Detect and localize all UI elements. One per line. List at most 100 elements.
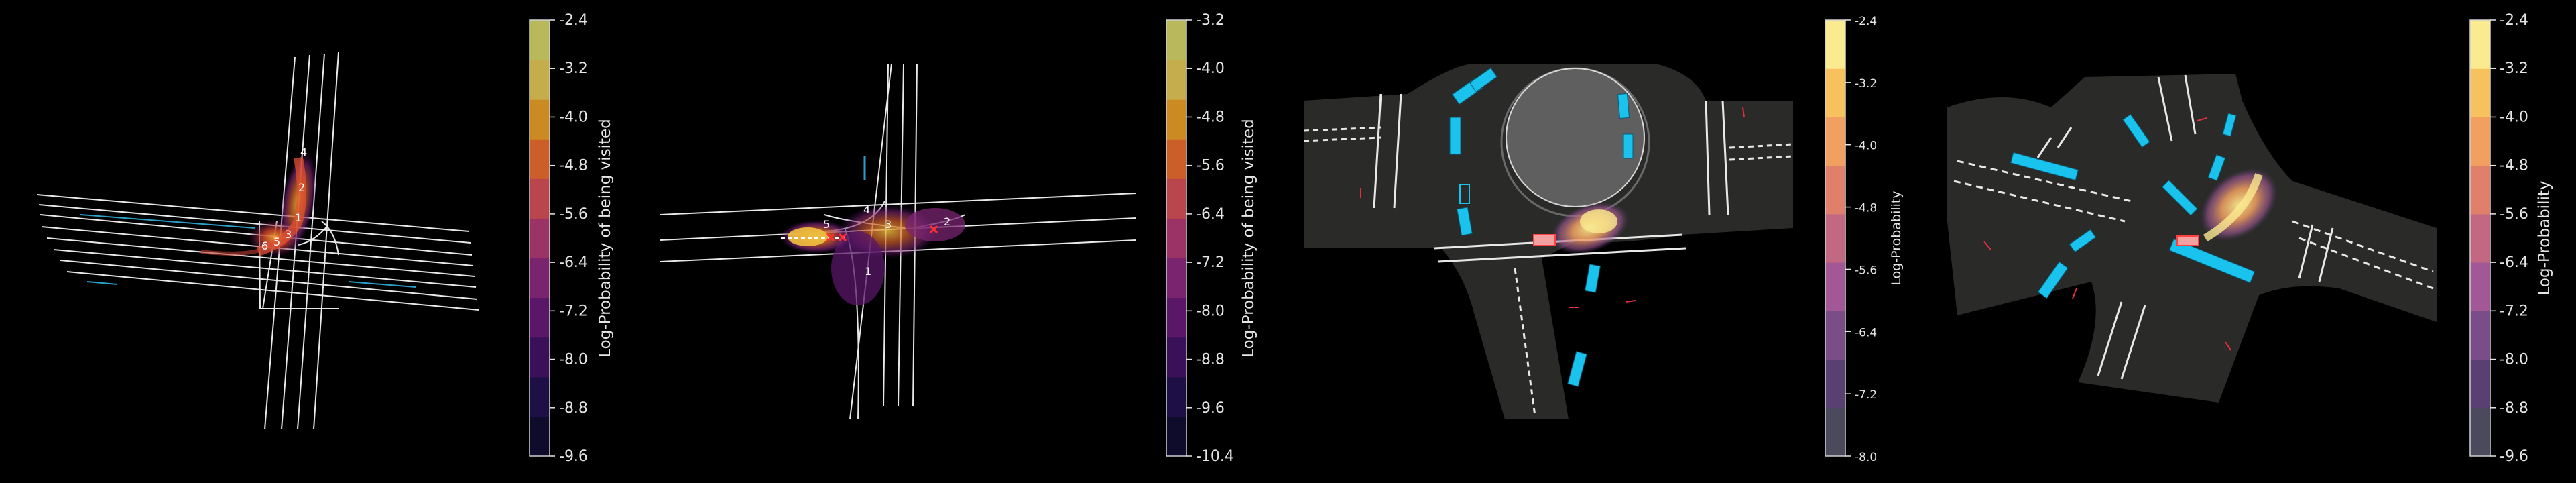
panel-1-lane-highlights (80, 214, 416, 288)
colorbar-band (2470, 165, 2490, 215)
colorbar-tick-label: -2.4 (2500, 12, 2528, 29)
colorbar-tick-label: -8.8 (2500, 400, 2528, 417)
colorbar-band (530, 139, 550, 179)
colorbar-tick-label: -4.0 (1196, 60, 1225, 77)
panel-3-heatmap (1533, 202, 1629, 254)
panel-3-red-markers (1360, 107, 1745, 308)
colorbar-tick-label: -9.6 (1196, 400, 1225, 417)
colorbar-tick-label: -6.4 (1855, 326, 1877, 339)
colorbar-tick-label: -4.8 (1196, 109, 1225, 125)
colorbar-band (2470, 359, 2490, 409)
colorbar-frame (2469, 19, 2491, 457)
colorbar-band (1825, 407, 1845, 457)
colorbar-tick-label: -9.6 (559, 448, 588, 465)
colorbar-tick-label: -7.2 (1855, 388, 1877, 402)
waypoint-label: 3 (885, 218, 892, 231)
colorbar-label: Log-Probability of being visited (1240, 119, 1258, 358)
colorbar-band (2470, 407, 2490, 457)
colorbar-tick-label: -4.0 (559, 109, 588, 125)
colorbar-tick-label: -7.2 (1196, 254, 1225, 271)
panel-4-map (1947, 74, 2437, 402)
colorbar-tick-label: -3.2 (1855, 77, 1877, 91)
colorbar-band (530, 99, 550, 140)
colorbar-tick-label: -6.4 (559, 254, 588, 271)
panel-4-colorbar: -2.4 -3.2 -4.0 -4.8 -5.6 -6.4 -7.2 -8.0 -8.8 -9.6… (2469, 12, 2553, 465)
colorbar-band (530, 60, 550, 100)
colorbar-tick-label: -5.6 (559, 206, 588, 223)
colorbar-band (1825, 117, 1845, 166)
colorbar-band (1166, 99, 1186, 140)
colorbar-band (530, 20, 550, 60)
colorbar-band (1825, 262, 1845, 311)
colorbar-frame (1166, 19, 1187, 457)
panel-4-agents (2010, 113, 2256, 299)
waypoint-label: 4 (863, 203, 870, 216)
colorbar-tick-label: -4.0 (1855, 140, 1877, 153)
panel-2-waypoints: 5 4 3 2 1 (823, 203, 950, 278)
panel-3-agents (1449, 67, 1634, 387)
colorbar-band (530, 376, 550, 417)
panel-2-map: 5 4 3 2 1 (660, 63, 1137, 420)
colorbar-tick-label: -8.0 (559, 352, 588, 368)
waypoint-label: 5 (273, 235, 280, 248)
colorbar-tick-label: -8.8 (1196, 352, 1225, 368)
colorbar-frame (529, 19, 550, 457)
colorbar-band (2470, 262, 2490, 311)
panel-1-heatmap (200, 152, 317, 257)
colorbar-band (1166, 297, 1186, 338)
colorbar-band (1825, 311, 1845, 360)
colorbar-tick-label: -4.8 (1855, 202, 1877, 215)
colorbar-band (2470, 20, 2490, 69)
colorbar-band (530, 218, 550, 259)
colorbar-tick-label: -6.4 (1196, 206, 1225, 223)
colorbar-band (2470, 117, 2490, 166)
ego-vehicle (1533, 234, 1556, 246)
colorbar-band (1825, 20, 1845, 69)
panel-1-lanes (36, 52, 479, 430)
colorbar-band (1166, 139, 1186, 179)
colorbar-tick-label: -8.0 (1855, 451, 1877, 464)
colorbar-tick-label: -7.2 (559, 303, 588, 319)
colorbar-tick-label: -8.0 (1196, 303, 1225, 319)
colorbar-band (530, 178, 550, 219)
colorbar-band (530, 297, 550, 338)
panel-1-colorbar: -2.4 -3.2 -4.0 -4.8 -5.6 -6.4 -7.2 -8.0 -8.8 -9.6… (529, 12, 614, 465)
colorbar-band (530, 416, 550, 457)
colorbar-band (1825, 165, 1845, 215)
panel-2-colorbar: -3.2 -4.0 -4.8 -5.6 -6.4 -7.2 -8.0 -8.8 -9.6 -10.… (1166, 12, 1258, 465)
colorbar-band (1166, 258, 1186, 299)
colorbar-tick-label: -4.8 (559, 158, 588, 174)
colorbar-band (1166, 376, 1186, 417)
colorbar-band (2470, 213, 2490, 263)
waypoint-label: 1 (295, 211, 302, 224)
panel-4-red-markers (1983, 117, 2231, 351)
colorbar-tick-label: -10.4 (1196, 448, 1234, 465)
waypoint-label: 2 (944, 215, 950, 228)
colorbar-band (1166, 178, 1186, 219)
waypoint-label: 6 (261, 239, 268, 252)
panel-1-waypoints: 4 2 1 3 5 6 (261, 146, 307, 252)
colorbar-band (1166, 337, 1186, 378)
panel-3-lane-markings (1303, 93, 1794, 417)
colorbar-band (1825, 68, 1845, 117)
colorbar-tick-label: -7.2 (2500, 303, 2528, 319)
panel-2-heatmap (780, 205, 965, 305)
colorbar-tick-label: -8.8 (559, 400, 588, 417)
colorbar-tick-label: -3.2 (559, 60, 588, 77)
waypoint-label: 1 (865, 265, 871, 278)
colorbar-tick-label: -8.0 (2500, 352, 2528, 368)
colorbar-band (530, 337, 550, 378)
panel-3-colorbar: -2.4 -3.2 -4.0 -4.8 -5.6 -6.4 -7.2 -8.0 Log-Prob… (1825, 15, 1904, 464)
waypoint-label: 5 (823, 218, 830, 231)
waypoint-label: 2 (298, 181, 305, 194)
waypoint-label: 4 (300, 146, 307, 158)
colorbar-band (1166, 218, 1186, 259)
ego-vehicle (2176, 235, 2199, 246)
colorbar-label: Log-Probability (2536, 181, 2553, 296)
colorbar-tick-label: -5.6 (1855, 264, 1877, 277)
colorbar-band (2470, 68, 2490, 117)
roundabout-island (1506, 68, 1645, 207)
panel-3-map (1303, 64, 1794, 419)
colorbar-tick-label: -5.6 (1196, 158, 1225, 174)
